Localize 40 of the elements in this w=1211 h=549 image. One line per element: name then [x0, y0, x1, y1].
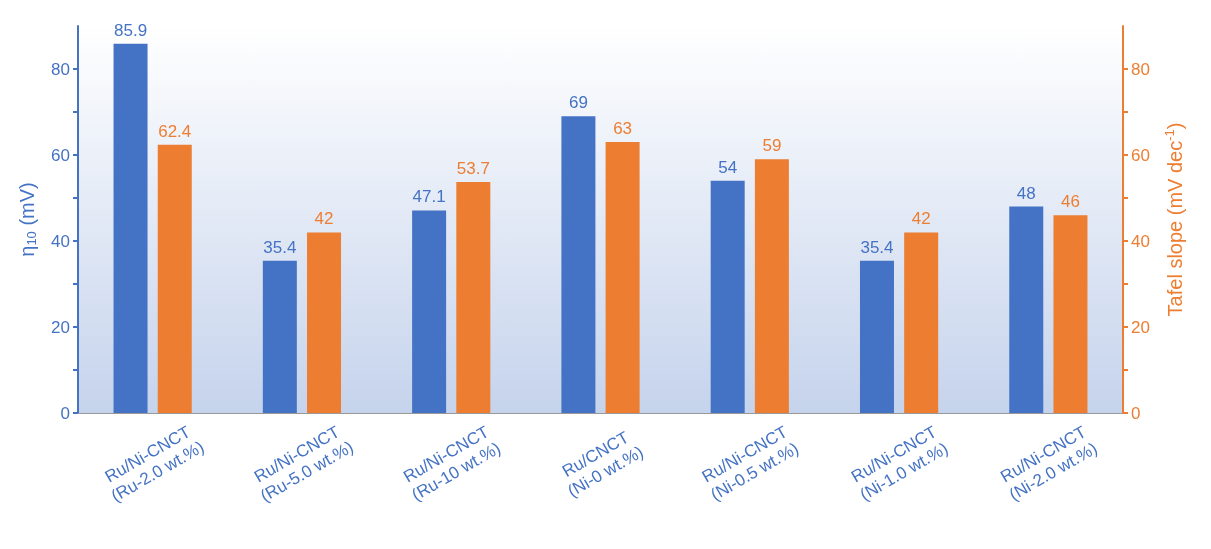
bar [605, 142, 640, 413]
y2-tick-label: 0 [1131, 403, 1141, 423]
bar [1053, 215, 1088, 413]
data-label: 42 [911, 209, 931, 229]
data-label: 63 [613, 119, 633, 139]
y2-tick-label: 40 [1131, 231, 1150, 251]
data-label: 35.4 [263, 237, 297, 257]
data-label: 53.7 [456, 159, 490, 179]
bar [904, 232, 939, 413]
bar [157, 144, 192, 413]
bar [710, 180, 745, 413]
data-label: 48 [1016, 183, 1036, 203]
bar [859, 260, 894, 413]
bar [1009, 206, 1044, 413]
bar [412, 210, 447, 413]
bar [754, 159, 789, 413]
bar [307, 232, 342, 413]
data-label: 85.9 [114, 20, 148, 40]
data-label: 46 [1061, 192, 1080, 212]
y-tick-label: 0 [60, 403, 70, 423]
data-label: 59 [762, 136, 782, 156]
bar [262, 260, 297, 413]
bar [456, 182, 491, 413]
bar [113, 43, 148, 413]
data-label: 35.4 [860, 237, 894, 257]
data-label: 62.4 [158, 121, 192, 141]
data-label: 69 [568, 93, 588, 113]
data-label: 47.1 [412, 187, 446, 207]
y2-axis-title: Tafel slope (mV dec-1) [1162, 122, 1186, 317]
y-tick-label: 40 [51, 231, 70, 251]
y2-tick-label: 80 [1131, 59, 1150, 79]
data-label: 54 [718, 157, 738, 177]
y2-tick-label: 20 [1131, 317, 1150, 337]
y2-tick-label: 60 [1131, 145, 1150, 165]
y-tick-label: 60 [51, 145, 70, 165]
y-tick-label: 20 [51, 317, 70, 337]
data-label: 42 [314, 209, 334, 229]
bar [561, 116, 596, 413]
y-tick-label: 80 [51, 59, 70, 79]
y-axis-title: η10 (mV) [15, 182, 39, 257]
